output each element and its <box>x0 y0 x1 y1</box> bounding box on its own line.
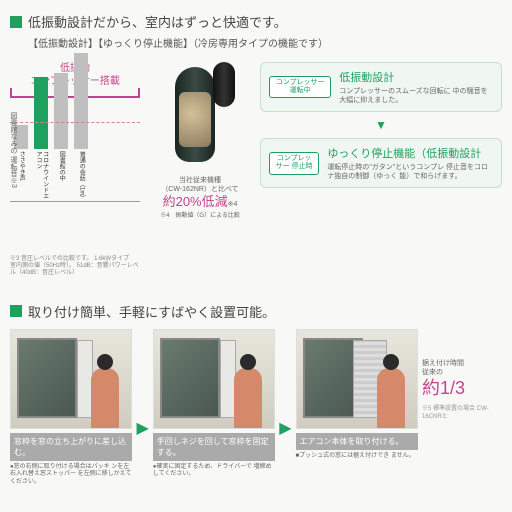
flow-box-stopping: コンプレッサー 停止時 ゆっくり停止機能（低振動設計 運転停止時の"ガタン"とい… <box>260 138 502 188</box>
subheadline: 【低振動設計】【ゆっくり停止機能】（冷房専用タイプの機能です） <box>28 35 502 50</box>
step-1: 窓枠を窓の立ち上がりに差し込む。 ●窓の右側に取り付ける場合はパッキ ンを左右入… <box>10 329 132 487</box>
bar-chart: 図書館なみの 運転音※3 ささやき声コロナウインドエアコン図書館の中普通の会話（… <box>10 102 140 202</box>
step-caption: エアコン本体を取り付ける。 <box>296 433 418 450</box>
noise-chart-box: 低振動 コンプレッサー搭載 図書館なみの 運転音※3 ささやき声コロナウインドエ… <box>10 62 140 278</box>
headline: 低振動設計だから、室内はずっと快適です。 <box>28 12 287 31</box>
flow-box-running: コンプレッサー 運転中 低振動設計 コンプレッサーのスムーズな回転に 中の騒音を… <box>260 62 502 112</box>
down-arrow-icon: ▼ <box>260 118 502 132</box>
dashed-label: 図書館なみの 運転音※3 <box>10 112 17 188</box>
flow-column: コンプレッサー 運転中 低振動設計 コンプレッサーのスムーズな回転に 中の騒音を… <box>260 62 502 278</box>
chart-bar: 図書館の中 <box>54 73 68 201</box>
section-header: 取り付け簡単、手軽にすばやく設置可能。 <box>10 302 502 321</box>
chart-bar: コロナウインドエアコン <box>34 77 48 201</box>
step-photo <box>153 329 275 429</box>
right-arrow-icon: ▶ <box>279 378 291 438</box>
step-photo <box>10 329 132 429</box>
flow-text: ゆっくり停止機能（低振動設計 運転停止時の"ガタン"というコンプレ 停止音をコロ… <box>327 145 493 181</box>
headline: 取り付け簡単、手軽にすばやく設置可能。 <box>28 302 275 321</box>
square-bullet-icon <box>10 305 22 317</box>
step-2: 手回しネジを回して窓枠を固定する。 ●確実に固定するため、ドライバーで 増締めし… <box>153 329 275 480</box>
chart-footnote: ※3 音圧レベルでの比較です。 1.6kWタイプ 室内側の値（50Hz時）。 5… <box>10 256 140 278</box>
section-header: 低振動設計だから、室内はずっと快適です。 <box>10 12 502 31</box>
step-desc: ■プッシュ式の窓には据え付けでき ません。 <box>296 453 418 461</box>
step-photo <box>296 329 418 429</box>
chart-bar: 普通の会話（1m） <box>74 53 88 201</box>
content-row: 低振動 コンプレッサー搭載 図書館なみの 運転音※3 ささやき声コロナウインドエ… <box>10 62 502 278</box>
step-3: エアコン本体を取り付ける。 ■プッシュ式の窓には据え付けでき ません。 <box>296 329 418 461</box>
step-caption: 窓枠を窓の立ち上がりに差し込む。 <box>10 433 132 461</box>
right-arrow-icon: ▶ <box>136 378 148 438</box>
step-caption: 手回しネジを回して窓枠を固定する。 <box>153 433 275 461</box>
step-desc: ●確実に固定するため、ドライバーで 増締めしてください。 <box>153 464 275 480</box>
compressor-figure: 当社従来機種 （CW-162NR）と比べて 約20%低減※4 ※4 振動値（G）… <box>150 62 250 278</box>
square-bullet-icon <box>10 16 22 28</box>
install-time: 据え付け時間 従来の 約1/3 ※5 標準設置の場合 CW-16CNRと <box>422 329 502 422</box>
install-steps: 窓枠を窓の立ち上がりに差し込む。 ●窓の右側に取り付ける場合はパッキ ンを左右入… <box>10 329 502 487</box>
flow-text: 低振動設計 コンプレッサーのスムーズな回転に 中の騒音を大幅に抑えました。 <box>339 69 493 105</box>
step-desc: ●窓の右側に取り付ける場合はパッキ ンを左右入れ替え窓ストッパー を左側に移しか… <box>10 464 132 487</box>
compressor-caption: 当社従来機種 （CW-162NR）と比べて 約20%低減※4 ※4 振動値（G）… <box>160 176 240 221</box>
flow-badge: コンプレッサー 停止時 <box>269 152 319 175</box>
install-section: 取り付け簡単、手軽にすばやく設置可能。 窓枠を窓の立ち上がりに差し込む。 ●窓の… <box>0 292 512 487</box>
compressor-illustration <box>165 62 235 172</box>
flow-badge: コンプレッサー 運転中 <box>269 76 331 99</box>
vibration-section: 低振動設計だから、室内はずっと快適です。 【低振動設計】【ゆっくり停止機能】（冷… <box>0 0 512 278</box>
